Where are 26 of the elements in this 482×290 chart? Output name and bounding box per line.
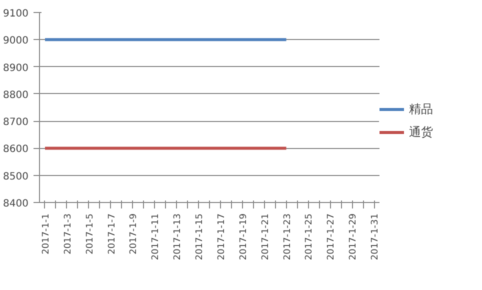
x-tick-label: 2017-1-25 [304,214,315,260]
x-tick-label: 2017-1-7 [107,213,118,254]
x-tick-label: 2017-1-11 [151,214,162,260]
y-tick-label: 8600 [3,144,29,156]
y-tick-label: 8400 [3,198,29,210]
x-tick-label: 2017-1-15 [195,214,206,260]
y-tick-label: 8500 [3,171,29,182]
x-tick-label: 2017-1-27 [326,214,337,260]
y-tick-label: 9000 [3,36,29,47]
x-tick-label: 2017-1-1 [41,213,52,254]
x-tick-label: 2017-1-17 [216,214,227,260]
y-tick-label: 8800 [3,90,29,101]
x-tick-label: 2017-1-9 [129,213,140,254]
x-tick-label: 2017-1-5 [85,213,96,254]
y-tick-label: 9100 [3,8,29,20]
x-tick-label: 2017-1-13 [173,214,184,260]
legend-label: 精品 [409,100,433,118]
x-tick-label: 2017-1-3 [63,213,74,254]
x-tick-label: 2017-1-31 [370,214,381,260]
x-tick-label: 2017-1-23 [282,214,293,260]
x-tick-label: 2017-1-29 [348,213,359,260]
y-tick-label: 8900 [3,62,29,74]
legend-label: 通货 [409,124,433,140]
x-tick-label: 2017-1-19 [238,213,249,260]
x-tick-label: 2017-1-21 [260,214,271,260]
y-tick-label: 8700 [3,117,29,128]
